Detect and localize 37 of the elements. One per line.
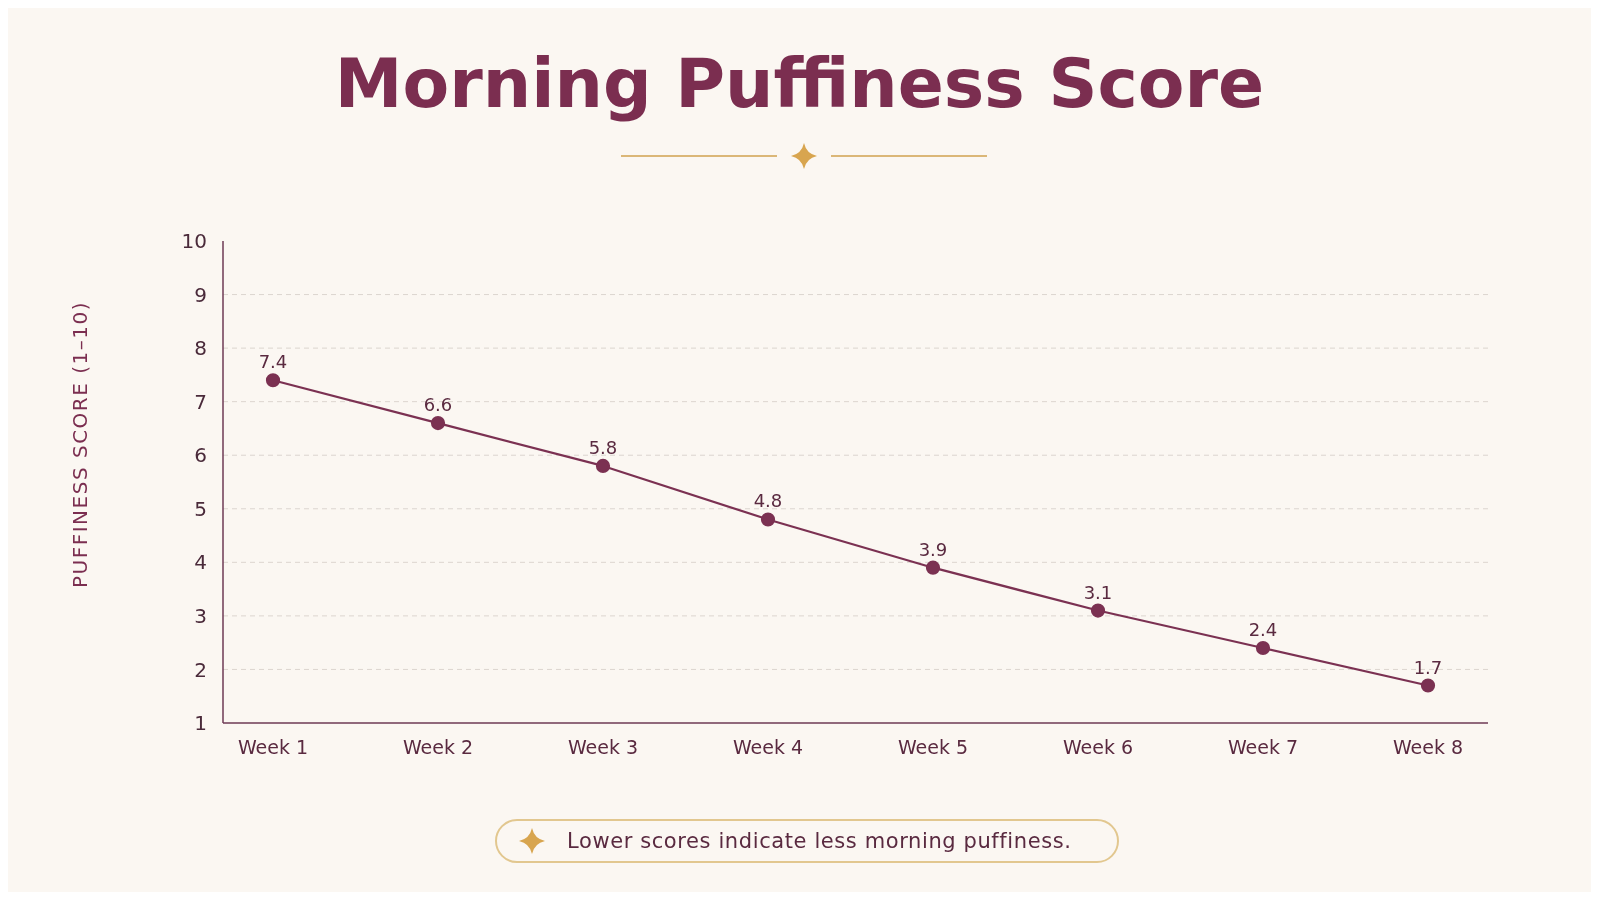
point [760, 512, 776, 527]
data-label: 7.4 [258, 351, 288, 373]
x-tick-label: Week 5 [897, 736, 969, 759]
y-axis-title: PUFFINESS SCORE (1–10) [68, 300, 92, 588]
y-tick-label: 4 [194, 550, 207, 575]
data-label: 5.8 [588, 436, 618, 458]
x-tick-label: Week 4 [732, 736, 804, 759]
point [265, 373, 281, 388]
x-tick-label: Week 6 [1062, 736, 1134, 759]
point [925, 560, 941, 575]
data-label: 2.4 [1248, 619, 1278, 641]
x-tick-label: Week 7 [1227, 736, 1299, 759]
data-label: 3.1 [1083, 581, 1113, 603]
y-tick-label: 2 [194, 657, 207, 682]
chart-title: Morning Puffiness Score [333, 44, 1266, 123]
x-tick-label: Week 1 [237, 736, 309, 759]
point [1255, 640, 1271, 656]
point [430, 415, 446, 431]
data-label: 6.6 [423, 394, 453, 416]
y-tick-label: 5 [194, 496, 207, 521]
y-tick-label: 10 [181, 229, 207, 254]
data-label: 1.7 [1413, 656, 1443, 678]
y-tick-label: 6 [194, 443, 207, 468]
point [1090, 603, 1106, 618]
y-tick-label: 3 [194, 603, 207, 628]
x-tick-label: Week 2 [402, 736, 474, 759]
y-tick-label: 8 [194, 336, 207, 361]
y-tick-label: 9 [194, 282, 207, 307]
y-tick-label: 1 [194, 711, 207, 736]
x-tick-label: Week 3 [567, 736, 639, 759]
text: Lower scores indicate less morning puffiness. [567, 829, 1072, 853]
point [1420, 678, 1436, 693]
data-label: 3.9 [918, 538, 948, 560]
data-label: 4.8 [753, 490, 783, 512]
x-tick-label: Week 8 [1392, 736, 1464, 759]
point [595, 458, 611, 474]
y-tick-label: 7 [194, 389, 207, 414]
